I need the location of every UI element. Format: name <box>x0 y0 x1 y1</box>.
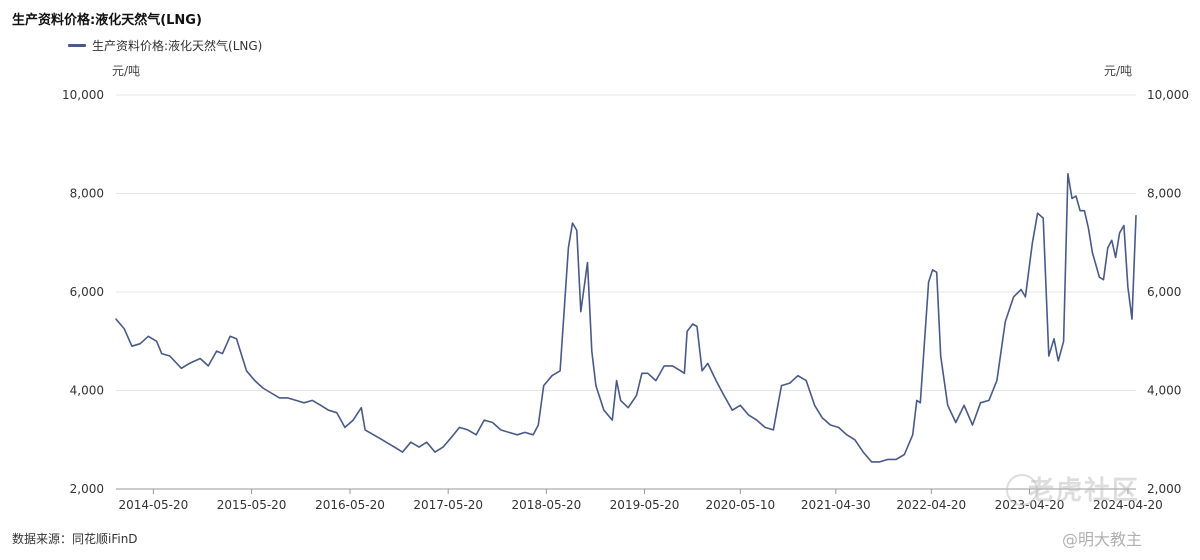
y-tick-label-left: 4,000 <box>70 384 104 398</box>
x-tick-label: 2024-04-20 <box>1093 498 1163 512</box>
y-tick-label-right: 10,000 <box>1147 88 1189 102</box>
x-tick-label: 2020-05-10 <box>705 498 775 512</box>
x-tick-label: 2016-05-20 <box>315 498 385 512</box>
watermark-logo-icon <box>1006 474 1038 506</box>
x-tick-label: 2015-05-20 <box>217 498 287 512</box>
data-source-label: 数据来源：同花顺iFinD <box>12 532 138 546</box>
y-axis-right: 2,000 4,000 6,000 8,000 10,000 <box>1147 88 1189 496</box>
y-tick-label-right: 8,000 <box>1147 187 1181 201</box>
legend-swatch <box>68 44 86 47</box>
x-tick-label: 2022-04-20 <box>896 498 966 512</box>
y-tick-label-left: 10,000 <box>62 88 104 102</box>
gridlines <box>116 94 1136 391</box>
chart-title: 生产资料价格:液化天然气(LNG) <box>12 13 202 28</box>
y-tick-label-left: 2,000 <box>70 482 104 496</box>
y-tick-label-right: 6,000 <box>1147 285 1181 299</box>
y-tick-label-right: 2,000 <box>1147 482 1181 496</box>
y-axis-left: 2,000 4,000 6,000 8,000 10,000 <box>62 88 104 496</box>
y-axis-unit-right: 元/吨 <box>1104 64 1133 78</box>
legend-label: 生产资料价格:液化天然气(LNG) <box>92 39 263 53</box>
watermark-text: 老虎社区 <box>1028 476 1141 506</box>
series-group <box>115 173 1137 463</box>
y-tick-label-right: 4,000 <box>1147 384 1181 398</box>
x-tick-label: 2017-05-20 <box>413 498 483 512</box>
y-tick-label-left: 6,000 <box>70 285 104 299</box>
x-axis: 2014-05-20 2015-05-20 2016-05-20 2017-05-20… <box>116 488 1163 512</box>
y-tick-label-left: 8,000 <box>70 187 104 201</box>
chart-legend[interactable]: 生产资料价格:液化天然气(LNG) <box>68 37 262 54</box>
x-tick-label: 2014-05-20 <box>119 498 189 512</box>
x-tick-label: 2021-04-30 <box>801 498 871 512</box>
y-axis-unit-left: 元/吨 <box>112 64 141 78</box>
x-tick-label: 2019-05-20 <box>610 498 680 512</box>
series-line <box>115 173 1137 463</box>
author-watermark: @明大教主 <box>1062 530 1143 549</box>
x-tick-label: 2018-05-20 <box>512 498 582 512</box>
